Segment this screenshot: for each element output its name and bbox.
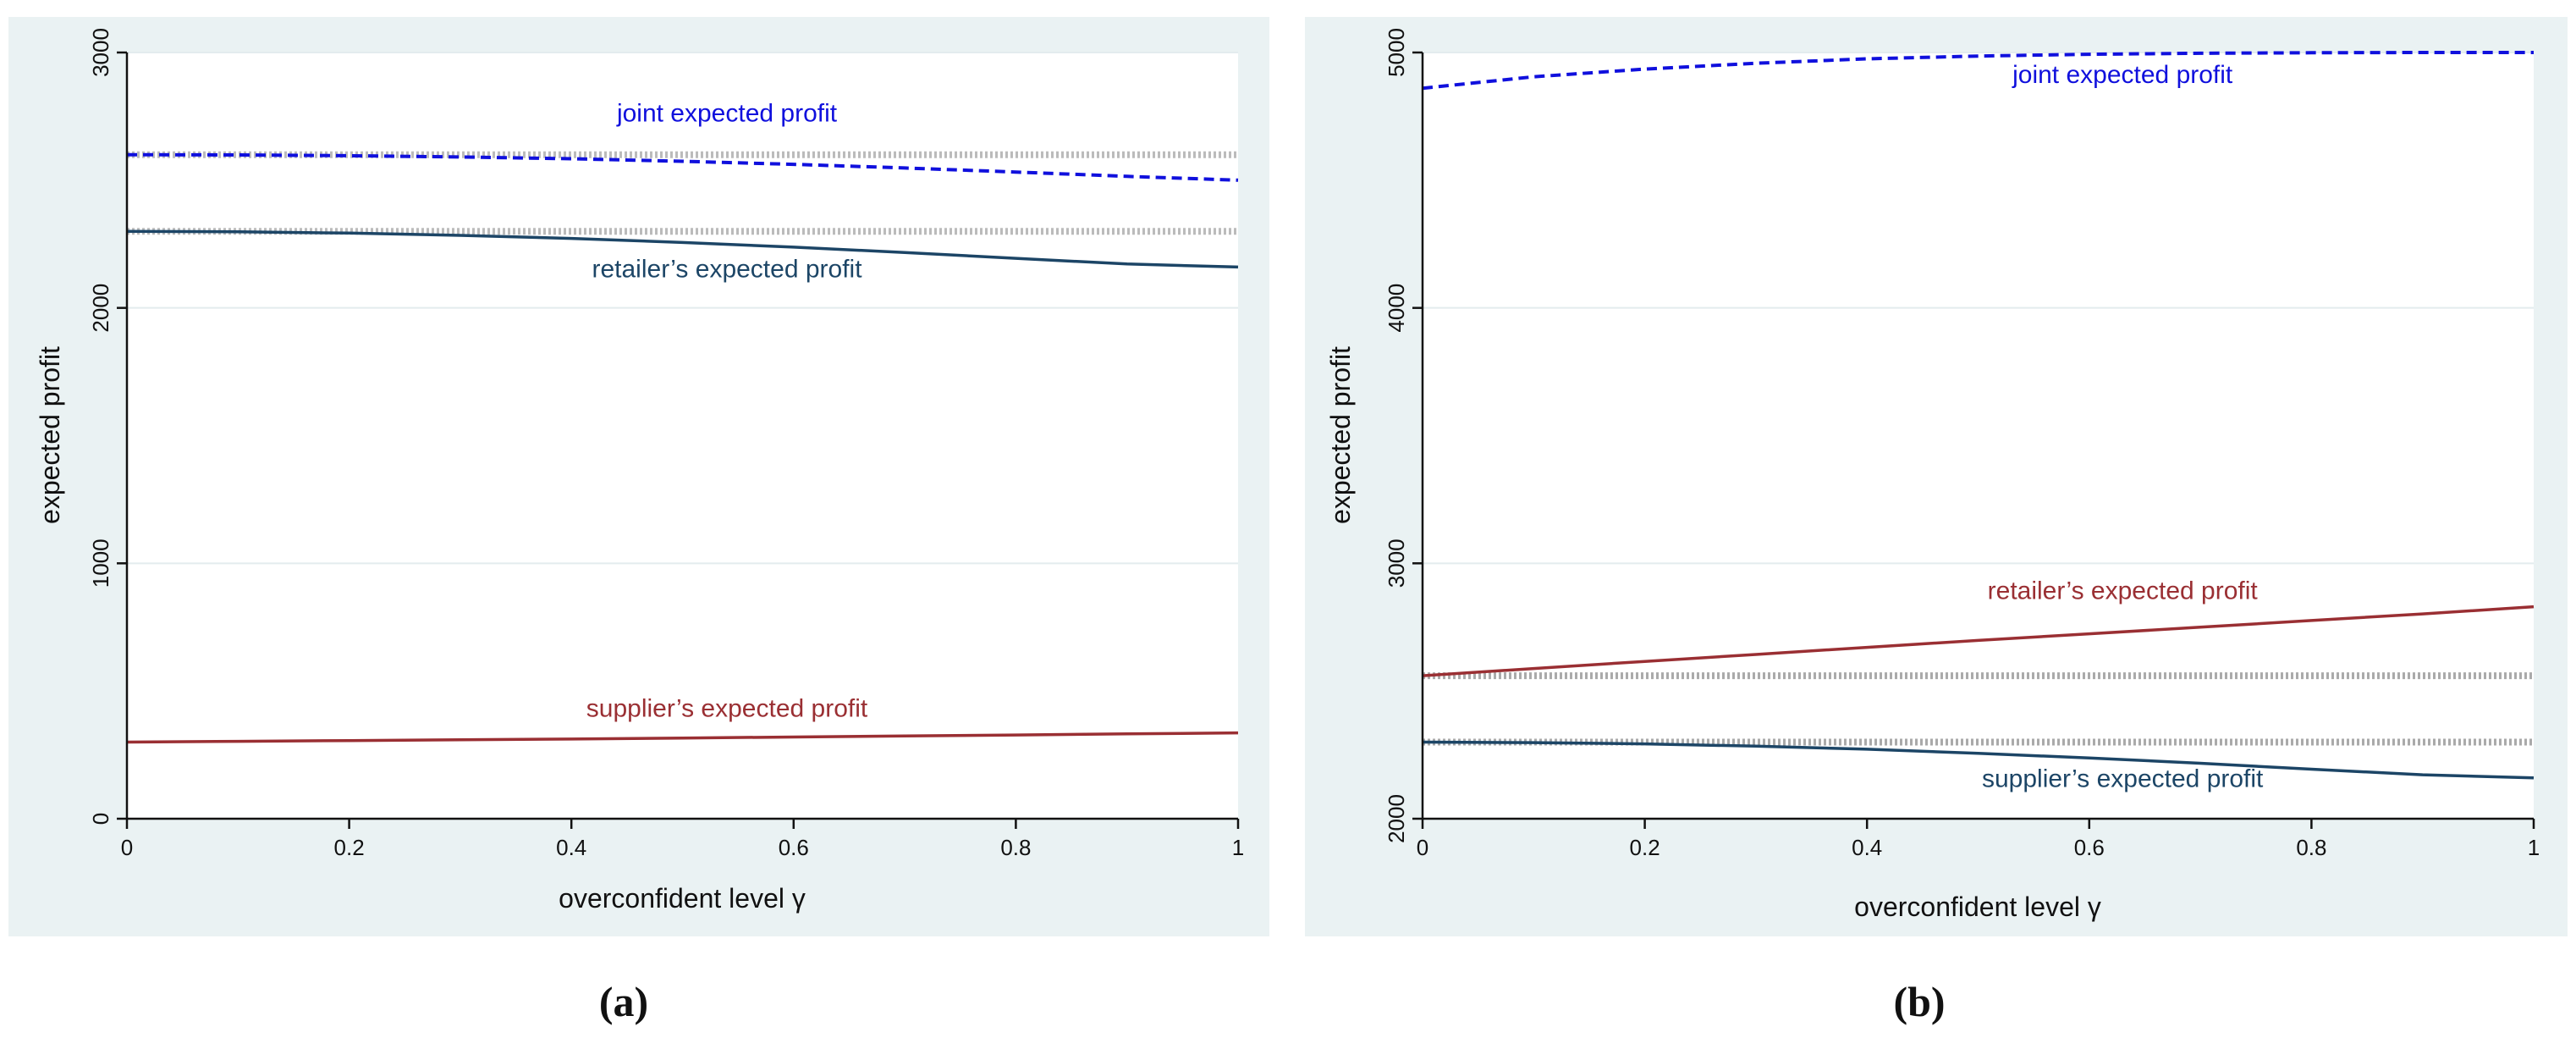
y-tick-label: 2000: [88, 284, 113, 333]
series-line-supplier-s-expected-profit: [1422, 740, 2535, 780]
x-tick-label: 1: [1232, 835, 1244, 860]
y-tick-label: 1000: [88, 538, 113, 588]
panel-b-ticks: 0 0.2 0.4 0.6 0.8 1 2000 3000 4000 5000: [1384, 28, 2540, 860]
x-tick-label: 0.6: [2074, 835, 2105, 860]
series-line-joint-expected-profit: [126, 152, 1239, 182]
y-tick-label: 3000: [88, 28, 113, 77]
series-line-supplier-s-expected-profit: [126, 731, 1239, 744]
y-tick-label: 2000: [1384, 794, 1409, 843]
x-tick-label: 0: [1417, 835, 1428, 860]
x-tick-label: 0.6: [779, 835, 809, 860]
y-tick-label: 4000: [1384, 284, 1409, 333]
x-tick-label: 0.4: [556, 835, 586, 860]
panel-a-series-lines: [126, 151, 1239, 744]
panel-b-series-lines: [1422, 51, 2535, 780]
series-annotation-label: supplier’s expected profit: [1982, 765, 2264, 792]
panel-a-y-axis-label: expected profit: [35, 346, 65, 524]
series-annotation-label: supplier’s expected profit: [586, 694, 868, 722]
series-line-retailer-s-expected-profit: [1422, 605, 2535, 677]
panel-b: joint expected profit retailer’s expected…: [1305, 17, 2568, 1025]
panel-a-plot-area: [127, 52, 1238, 819]
x-tick-label: 0.8: [2296, 835, 2326, 860]
series-line-joint-expected-profit: [1422, 51, 2534, 91]
x-tick-label: 0.8: [1000, 835, 1031, 860]
panel-a-axes: [125, 52, 1238, 820]
panel-a-caption: (a): [599, 978, 648, 1025]
x-tick-label: 0.4: [1852, 835, 1882, 860]
panel-a: joint expected profit retailer’s expected…: [8, 17, 1269, 1025]
y-tick-label: 0: [88, 813, 113, 825]
panel-b-caption: (b): [1893, 978, 1945, 1025]
series-annotation-label: retailer’s expected profit: [1988, 577, 2259, 605]
series-line-retailer-s-expected-profit: [126, 229, 1239, 269]
x-tick-label: 0.2: [334, 835, 365, 860]
y-tick-label: 5000: [1384, 28, 1409, 77]
x-tick-label: 1: [2528, 835, 2540, 860]
series-annotation-label: joint expected profit: [616, 99, 838, 127]
panel-a-ticks: 0 0.2 0.4 0.6 0.8 1 0 1000 2000 3000: [88, 28, 1244, 860]
x-tick-label: 0: [121, 835, 133, 860]
series-annotation-label: retailer’s expected profit: [592, 255, 862, 283]
series-annotation-label: joint expected profit: [2012, 61, 2233, 89]
panel-b-x-axis-label: overconfident level γ: [1854, 892, 2101, 922]
panel-b-annotations: joint expected profit retailer’s expected…: [1982, 61, 2264, 792]
y-tick-label: 3000: [1384, 538, 1409, 588]
panel-b-axes: [1421, 52, 2534, 820]
panel-a-x-axis-label: overconfident level γ: [559, 883, 806, 914]
panel-b-y-axis-label: expected profit: [1325, 346, 1356, 524]
panel-a-annotations: joint expected profit retailer’s expected…: [586, 99, 868, 722]
x-tick-label: 0.2: [1630, 835, 1660, 860]
panel-b-plot-area: [1423, 52, 2534, 819]
